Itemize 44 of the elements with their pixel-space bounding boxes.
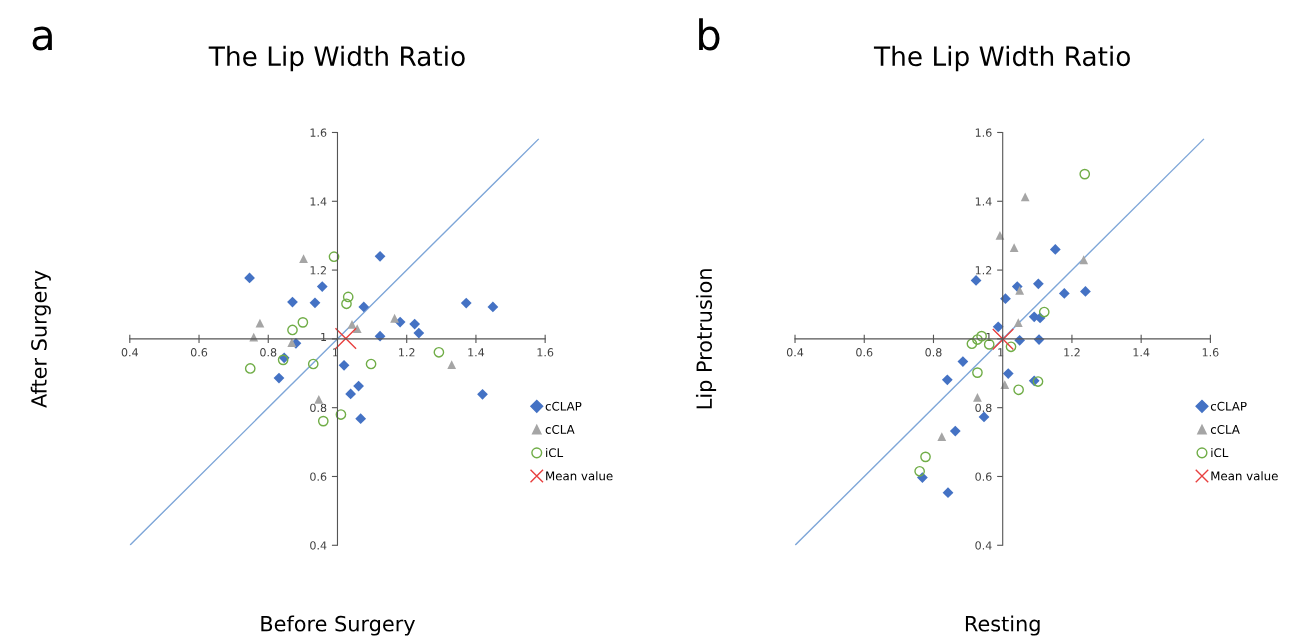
legend-label: cCLAP <box>545 401 582 411</box>
x-axis-title: Before Surgery <box>261 615 415 636</box>
y-tick-label: 1.4 <box>975 197 992 206</box>
y-tick-label: 1.6 <box>975 128 992 137</box>
y-tick-label: 0.4 <box>975 541 992 550</box>
x-tick-label: 0.8 <box>260 348 277 357</box>
x-tick-label: 0.4 <box>121 348 139 357</box>
x-tick-label: 0.8 <box>925 348 942 357</box>
chart-title: The Lip Width Ratio <box>208 45 465 72</box>
y-tick-label: 0.4 <box>310 541 327 550</box>
x-tick-label: 1.2 <box>1064 348 1080 357</box>
y-tick-label: 1 <box>986 332 992 342</box>
x-tick-label: 1 <box>333 348 338 357</box>
y-tick-label: 0.8 <box>975 403 992 413</box>
x-tick-label: 1.4 <box>1133 348 1150 357</box>
x-tick-label: 1.6 <box>537 348 554 357</box>
y-tick-label: 0.6 <box>310 472 327 481</box>
y-tick-label: 1.2 <box>975 266 992 275</box>
y-tick-label: 1.4 <box>310 197 327 206</box>
legend-label: Mean value <box>1211 471 1278 481</box>
x-tick-label: 1 <box>998 348 1004 357</box>
y-tick-label: 1.2 <box>310 266 326 275</box>
x-tick-label: 0.4 <box>786 348 804 357</box>
text: a <box>32 26 52 51</box>
text: b <box>699 18 720 51</box>
legend-label: Mean value <box>546 471 613 481</box>
y-tick-label: 1 <box>321 332 327 342</box>
x-tick-label: 0.6 <box>190 348 208 357</box>
legend-label: cCLA <box>545 424 575 434</box>
legend-label: cCLA <box>1210 424 1240 434</box>
y-tick-label: 1.6 <box>310 128 327 137</box>
legend-label: cCLAP <box>1210 401 1247 411</box>
legend-label: iCL <box>546 447 564 458</box>
y-tick-label: 0.6 <box>975 472 992 481</box>
legend-label: iCL <box>1211 447 1229 458</box>
x-axis-title: Resting <box>965 615 1040 636</box>
x-tick-label: 1.6 <box>1202 348 1219 357</box>
x-tick-label: 0.6 <box>856 348 873 357</box>
chart-title: The Lip Width Ratio <box>873 45 1130 72</box>
x-tick-label: 1.2 <box>399 348 415 357</box>
y-axis-title: After Surgery <box>30 270 51 408</box>
y-tick-label: 0.8 <box>310 403 327 413</box>
x-tick-label: 1.4 <box>468 348 485 357</box>
y-axis-title: Lip Protrusion <box>695 269 717 409</box>
